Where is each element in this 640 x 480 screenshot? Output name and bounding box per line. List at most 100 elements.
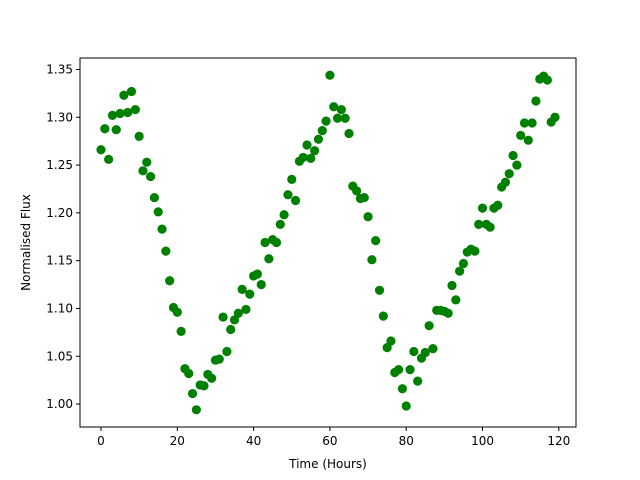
plot-frame [79,57,577,428]
data-point [207,373,217,383]
data-point [302,140,312,150]
data-point [397,384,407,394]
y-tick-label: 1.25 [46,158,73,172]
data-points [96,70,560,415]
data-point [134,131,144,141]
y-tick-label: 1.00 [46,397,73,411]
x-axis-label: Time (Hours) [288,457,367,471]
data-point [405,365,415,375]
data-point [378,311,388,321]
data-point [352,186,362,196]
x-tick-label: 60 [322,434,337,448]
data-point [149,192,159,203]
data-point [96,145,106,155]
data-point [542,75,552,85]
y-tick-label: 1.10 [46,301,73,315]
data-point [523,135,533,145]
data-point [226,324,236,335]
data-point [271,237,282,248]
data-point [367,255,377,265]
data-point [527,118,537,128]
data-point [409,346,419,357]
data-point [455,266,465,276]
data-point [126,86,137,97]
data-point [145,171,156,182]
y-tick-label: 1.35 [46,62,73,76]
data-point [260,237,270,248]
data-point [363,212,373,222]
data-point [241,304,251,315]
data-point [290,195,301,206]
data-point [500,177,511,187]
data-point [374,285,385,295]
data-point [393,365,404,375]
data-point [264,254,274,264]
data-point [443,308,453,318]
data-point [329,102,339,112]
data-point [142,157,152,167]
data-point [222,346,232,357]
data-point [111,125,121,135]
x-tick-label: 40 [246,434,261,448]
data-point [371,235,381,246]
data-point [550,112,560,122]
data-point [115,108,125,119]
data-point [317,126,327,136]
x-tick-label: 120 [547,434,570,448]
data-point [310,146,320,156]
data-point [420,347,430,358]
data-point [516,130,526,141]
data-point [153,207,163,217]
data-point [298,152,308,163]
data-point [344,128,354,139]
data-point [199,381,209,391]
data-point [325,70,335,80]
data-point [165,276,175,286]
data-point [477,203,488,213]
data-point [493,200,503,210]
data-point [424,321,434,331]
data-point [245,289,255,299]
y-tick-label: 1.05 [46,349,73,363]
data-point [451,295,461,305]
data-point [413,376,423,386]
data-point [458,258,469,269]
data-point [485,222,495,232]
data-point [161,246,171,256]
data-point [233,308,243,318]
x-tick-label: 20 [170,434,185,448]
data-point [138,166,148,176]
data-point [283,190,293,200]
x-tick-label: 0 [97,434,105,448]
data-point [519,118,530,128]
data-point [119,90,129,100]
data-point [130,105,140,115]
data-point [123,107,133,118]
data-point [256,279,266,290]
x-axis-ticks: 0 20 40 60 80 100 120 [97,427,570,448]
data-point [279,210,289,220]
data-point [187,388,198,399]
data-point [176,326,186,336]
data-point [359,192,369,203]
data-point [157,224,167,234]
data-point [428,344,438,354]
data-point [470,246,480,256]
data-point [191,405,201,415]
y-axis-ticks: 1.00 1.05 1.10 1.15 1.20 1.25 1.30 1.35 [46,62,80,411]
data-point [104,154,114,164]
data-point [287,174,297,185]
data-point [332,113,343,123]
data-point [306,153,316,163]
data-point [107,110,118,120]
y-axis-label: Normalised Flux [19,194,33,291]
data-point [401,401,411,411]
data-point [237,284,247,294]
data-point [474,219,484,229]
data-point [313,134,324,144]
data-point [336,105,346,115]
data-point [447,280,457,291]
y-tick-label: 1.20 [46,206,73,220]
